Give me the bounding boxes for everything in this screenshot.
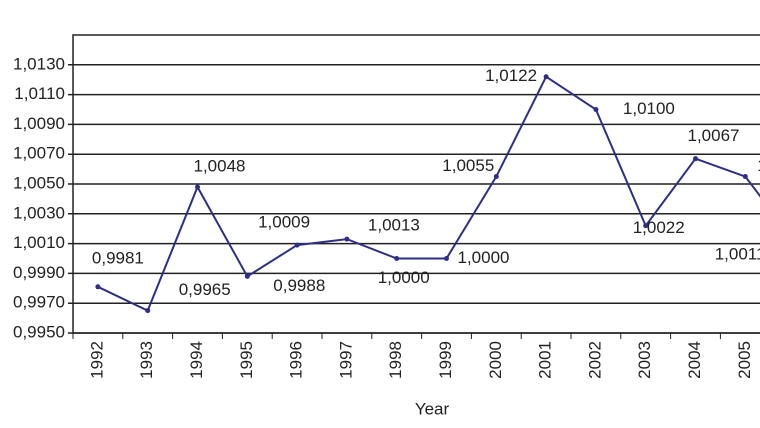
x-tick-label: 1999 (436, 341, 455, 379)
data-label: 0,9981 (92, 248, 144, 267)
x-tick-label: 1996 (287, 341, 306, 379)
x-tick-label: 1998 (386, 341, 405, 379)
x-tick-label: 2005 (735, 341, 754, 379)
data-point (493, 174, 499, 180)
x-tick-label: 1994 (187, 341, 206, 379)
data-label: 1,0067 (688, 126, 740, 145)
x-tick-label: 2002 (585, 341, 604, 379)
y-tick-label: 1,0070 (13, 144, 65, 163)
y-tick-label: 0,9950 (13, 322, 65, 341)
data-label: 1,0022 (633, 218, 685, 237)
x-axis-label: Year (415, 399, 450, 418)
y-tick-label: 1,0050 (13, 173, 65, 192)
data-point (593, 107, 599, 112)
data-point (344, 236, 350, 242)
x-tick-label: 1997 (336, 341, 355, 379)
x-tick-label: 2004 (685, 341, 704, 379)
data-point (294, 242, 300, 248)
data-label: 1,0100 (623, 99, 675, 118)
data-point (195, 184, 200, 190)
data-label: 1,0011 (715, 245, 760, 264)
x-tick-label: 2003 (635, 341, 654, 379)
data-point (543, 74, 549, 80)
data-point (145, 308, 151, 314)
data-label: 1,0122 (485, 66, 537, 85)
data-label: 1,0048 (194, 156, 246, 175)
y-tick-label: 0,9990 (13, 263, 65, 282)
data-point (244, 273, 250, 279)
y-tick-label: 1,0010 (13, 233, 65, 252)
data-point (643, 223, 649, 229)
y-tick-label: 1,0110 (14, 84, 65, 103)
data-point (742, 174, 748, 180)
data-label: 1,0000 (378, 268, 430, 287)
data-point (444, 256, 449, 261)
data-label: 0,9988 (273, 276, 325, 295)
data-point (394, 256, 400, 261)
y-tick-label: 0,9970 (13, 293, 65, 312)
data-point (95, 284, 101, 290)
x-tick-label: 1993 (137, 341, 156, 379)
x-tick-label: 1995 (237, 341, 256, 379)
data-label: 1,0055 (757, 156, 760, 175)
data-label: 1,0000 (458, 248, 510, 267)
data-label: 1,0013 (368, 216, 420, 235)
y-tick-label: 1,0130 (13, 54, 65, 73)
data-label: 1,0009 (258, 213, 310, 232)
y-tick-label: 1,0090 (13, 114, 65, 133)
data-point (693, 156, 698, 162)
x-tick-label: 2001 (536, 341, 555, 379)
data-label: 0,9965 (179, 280, 231, 299)
y-tick-label: 1,0030 (13, 203, 65, 222)
x-tick-label: 2000 (486, 341, 505, 379)
x-tick-label: 1992 (87, 341, 106, 379)
data-label: 1,0055 (442, 156, 494, 175)
